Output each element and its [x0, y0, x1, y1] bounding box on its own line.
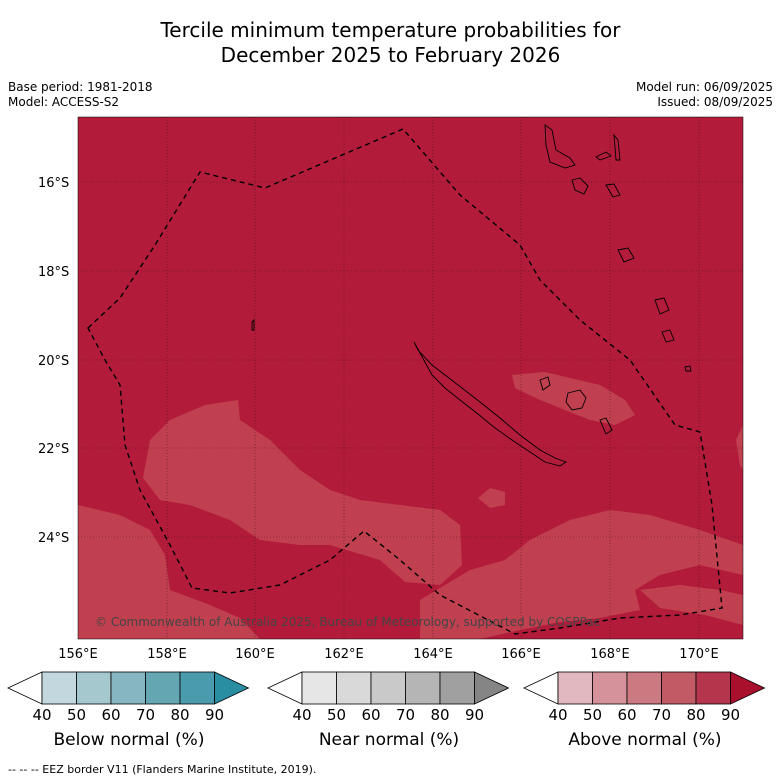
colorbar-below-segment-50-60: [76, 671, 112, 705]
new-caledonia-coast: [413, 341, 567, 467]
probability-region-70-80-north: [512, 372, 635, 425]
meta-left: Base period: 1981-2018 Model: ACCESS-S2: [8, 80, 153, 110]
lon-label-168e: 168°E: [590, 647, 630, 662]
colorbar-above-segment-80-90: [695, 671, 731, 705]
legend-title-above: Above normal (%): [568, 730, 722, 750]
colorbar-near: 40 50 60 70 80 90: [267, 671, 510, 724]
islet-a: [684, 365, 692, 372]
base-period: Base period: 1981-2018: [8, 80, 153, 94]
colorbar-near-max-extend: [474, 671, 510, 705]
gridlines: [78, 117, 743, 639]
colorbar-near-segment-70-80: [405, 671, 441, 705]
vanuatu-efate: [613, 133, 621, 161]
issued-date: Issued: 08/09/2025: [657, 95, 773, 109]
colorbar-near-tick-40: 40: [292, 706, 311, 724]
probability-region-70-80-edge: [736, 425, 743, 470]
colorbar-above-tick-80: 80: [686, 706, 705, 724]
copyright-text: © Commonwealth of Australia 2025, Bureau…: [95, 615, 600, 629]
vanuatu-malakula: [571, 177, 589, 195]
legend-title-below: Below normal (%): [53, 730, 205, 750]
vanuatu-island-2: [595, 151, 612, 161]
probability-region-70-80-east-blob: [640, 585, 743, 625]
colorbar-below-min-extend: [7, 671, 43, 705]
map-area: [78, 117, 743, 639]
lon-label-164e: 164°E: [413, 647, 453, 662]
eez-border: [87, 128, 723, 635]
colorbar-below-segment-80-90: [179, 671, 215, 705]
colorbar-below-segment-60-70: [110, 671, 146, 705]
colorbar-above-segment-50-60: [592, 671, 628, 705]
probability-region-70-80-small: [478, 488, 505, 508]
colorbar-below-tick-80: 80: [170, 706, 189, 724]
title-line-1: Tercile minimum temperature probabilitie…: [160, 18, 621, 42]
legend-title-near: Near normal (%): [318, 730, 460, 750]
colorbar-near-min-extend: [267, 671, 303, 705]
lon-label-160e: 160°E: [235, 647, 275, 662]
coastlines: [251, 124, 692, 467]
colorbar-above-tick-60: 60: [617, 706, 636, 724]
colorbar-above-segment-40-50: [557, 671, 593, 705]
colorbar-above-min-extend: [523, 671, 559, 705]
lat-label-24s: 24°S: [38, 531, 69, 546]
vanuatu-island-6: [617, 247, 635, 263]
colorbar-near-tick-70: 70: [396, 706, 415, 724]
title-line-2: December 2025 to February 2026: [220, 43, 561, 67]
colorbar-near-tick-50: 50: [327, 706, 346, 724]
colorbar-near-segment-50-60: [336, 671, 372, 705]
colorbar-below-tick-50: 50: [67, 706, 86, 724]
colorbar-below-segment-40-50: [41, 671, 77, 705]
lon-label-158e: 158°E: [147, 647, 187, 662]
probability-region-70-80-south: [420, 510, 743, 639]
colorbar-above-tick-90: 90: [721, 706, 740, 724]
colorbar-above-tick-50: 50: [583, 706, 602, 724]
colorbar-near-segment-40-50: [301, 671, 337, 705]
colorbar-below-tick-40: 40: [32, 706, 51, 724]
colorbar-above-segment-70-80: [661, 671, 697, 705]
lon-label-170e: 170°E: [679, 647, 719, 662]
colorbar-near-tick-60: 60: [361, 706, 380, 724]
map-frame: [77, 116, 744, 640]
lon-label-156e: 156°E: [58, 647, 98, 662]
colorbar-above-tick-40: 40: [548, 706, 567, 724]
colorbar-below: 40 50 60 70 80 90: [7, 671, 250, 724]
colorbar-near-segment-80-90: [439, 671, 475, 705]
eez-footnote: -- -- -- EEZ border V11 (Flanders Marine…: [8, 763, 317, 776]
colorbar-near-segment-60-70: [370, 671, 406, 705]
meta-right: Model run: 06/09/2025 Issued: 08/09/2025: [636, 80, 773, 110]
loyalty-island-2: [565, 389, 587, 411]
colorbar-below-max-extend: [214, 671, 250, 705]
vanuatu-tanna: [654, 297, 670, 315]
vanuatu-island-4: [605, 183, 621, 198]
chart-title: Tercile minimum temperature probabilitie…: [0, 18, 781, 68]
colorbar-above-segment-60-70: [626, 671, 662, 705]
colorbar-below-segment-70-80: [145, 671, 181, 705]
colorbar-below-tick-60: 60: [101, 706, 120, 724]
vanuatu-island-8: [661, 329, 675, 343]
colorbar-above-max-extend: [730, 671, 766, 705]
colorbar-near-tick-80: 80: [430, 706, 449, 724]
legends: 40 50 60 70 80 90 40 50 60 70 80 90 40 50 60 70 80 90: [7, 671, 766, 724]
colorbar-below-tick-90: 90: [205, 706, 224, 724]
lat-label-22s: 22°S: [38, 442, 69, 457]
probability-region-70-80-central: [143, 400, 462, 585]
colorbar-above-tick-70: 70: [652, 706, 671, 724]
colorbar-near-tick-90: 90: [465, 706, 484, 724]
lon-label-166e: 166°E: [501, 647, 541, 662]
lat-label-16s: 16°S: [38, 176, 69, 191]
loyalty-island-1: [539, 376, 551, 391]
model-name: Model: ACCESS-S2: [8, 95, 120, 109]
lat-label-18s: 18°S: [38, 265, 69, 280]
colorbar-below-tick-70: 70: [136, 706, 155, 724]
model-run: Model run: 06/09/2025: [635, 80, 773, 94]
loyalty-island-3: [599, 417, 613, 435]
lon-label-162e: 162°E: [324, 647, 364, 662]
colorbar-above: 40 50 60 70 80 90: [523, 671, 766, 724]
islet-b: [251, 318, 255, 331]
probability-region-70-80-west: [78, 505, 260, 639]
vanuatu-espiritu-santo: [544, 124, 576, 169]
lat-label-20s: 20°S: [38, 354, 69, 369]
